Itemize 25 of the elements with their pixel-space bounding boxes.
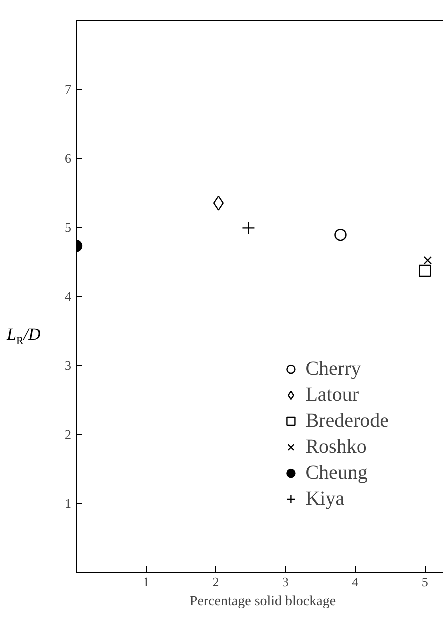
- y-tick-label: 5: [65, 220, 72, 235]
- legend-label: Latour: [306, 382, 360, 408]
- y-tick-label: 3: [65, 358, 72, 373]
- x-axis-title: Percentage solid blockage: [190, 594, 336, 610]
- y-tick-label: 1: [65, 496, 72, 511]
- x-tick-label: 5: [422, 574, 428, 590]
- point: [242, 222, 256, 235]
- point: [334, 229, 347, 242]
- point: [419, 264, 432, 278]
- point: [424, 256, 432, 265]
- legend-label: Cherry: [306, 356, 362, 382]
- x-tick-label: 3: [282, 574, 289, 590]
- point: [213, 196, 224, 211]
- y-tick-label: 7: [65, 82, 72, 97]
- y-axis-title: L$_{R}$/D: [7, 325, 41, 348]
- y-tick-label: 4: [65, 289, 72, 304]
- y-tick-label: 2: [65, 427, 72, 442]
- legend-label: Cheung: [306, 460, 368, 486]
- y-tick-label: 6: [65, 151, 72, 166]
- x-tick-label: 4: [352, 574, 360, 590]
- legend-label: Roshko: [306, 434, 367, 460]
- x-tick-label: 2: [212, 574, 220, 590]
- legend-label: Kiya: [306, 486, 345, 512]
- legend-label: Brederode: [306, 408, 389, 434]
- x-tick-label: 1: [142, 574, 150, 590]
